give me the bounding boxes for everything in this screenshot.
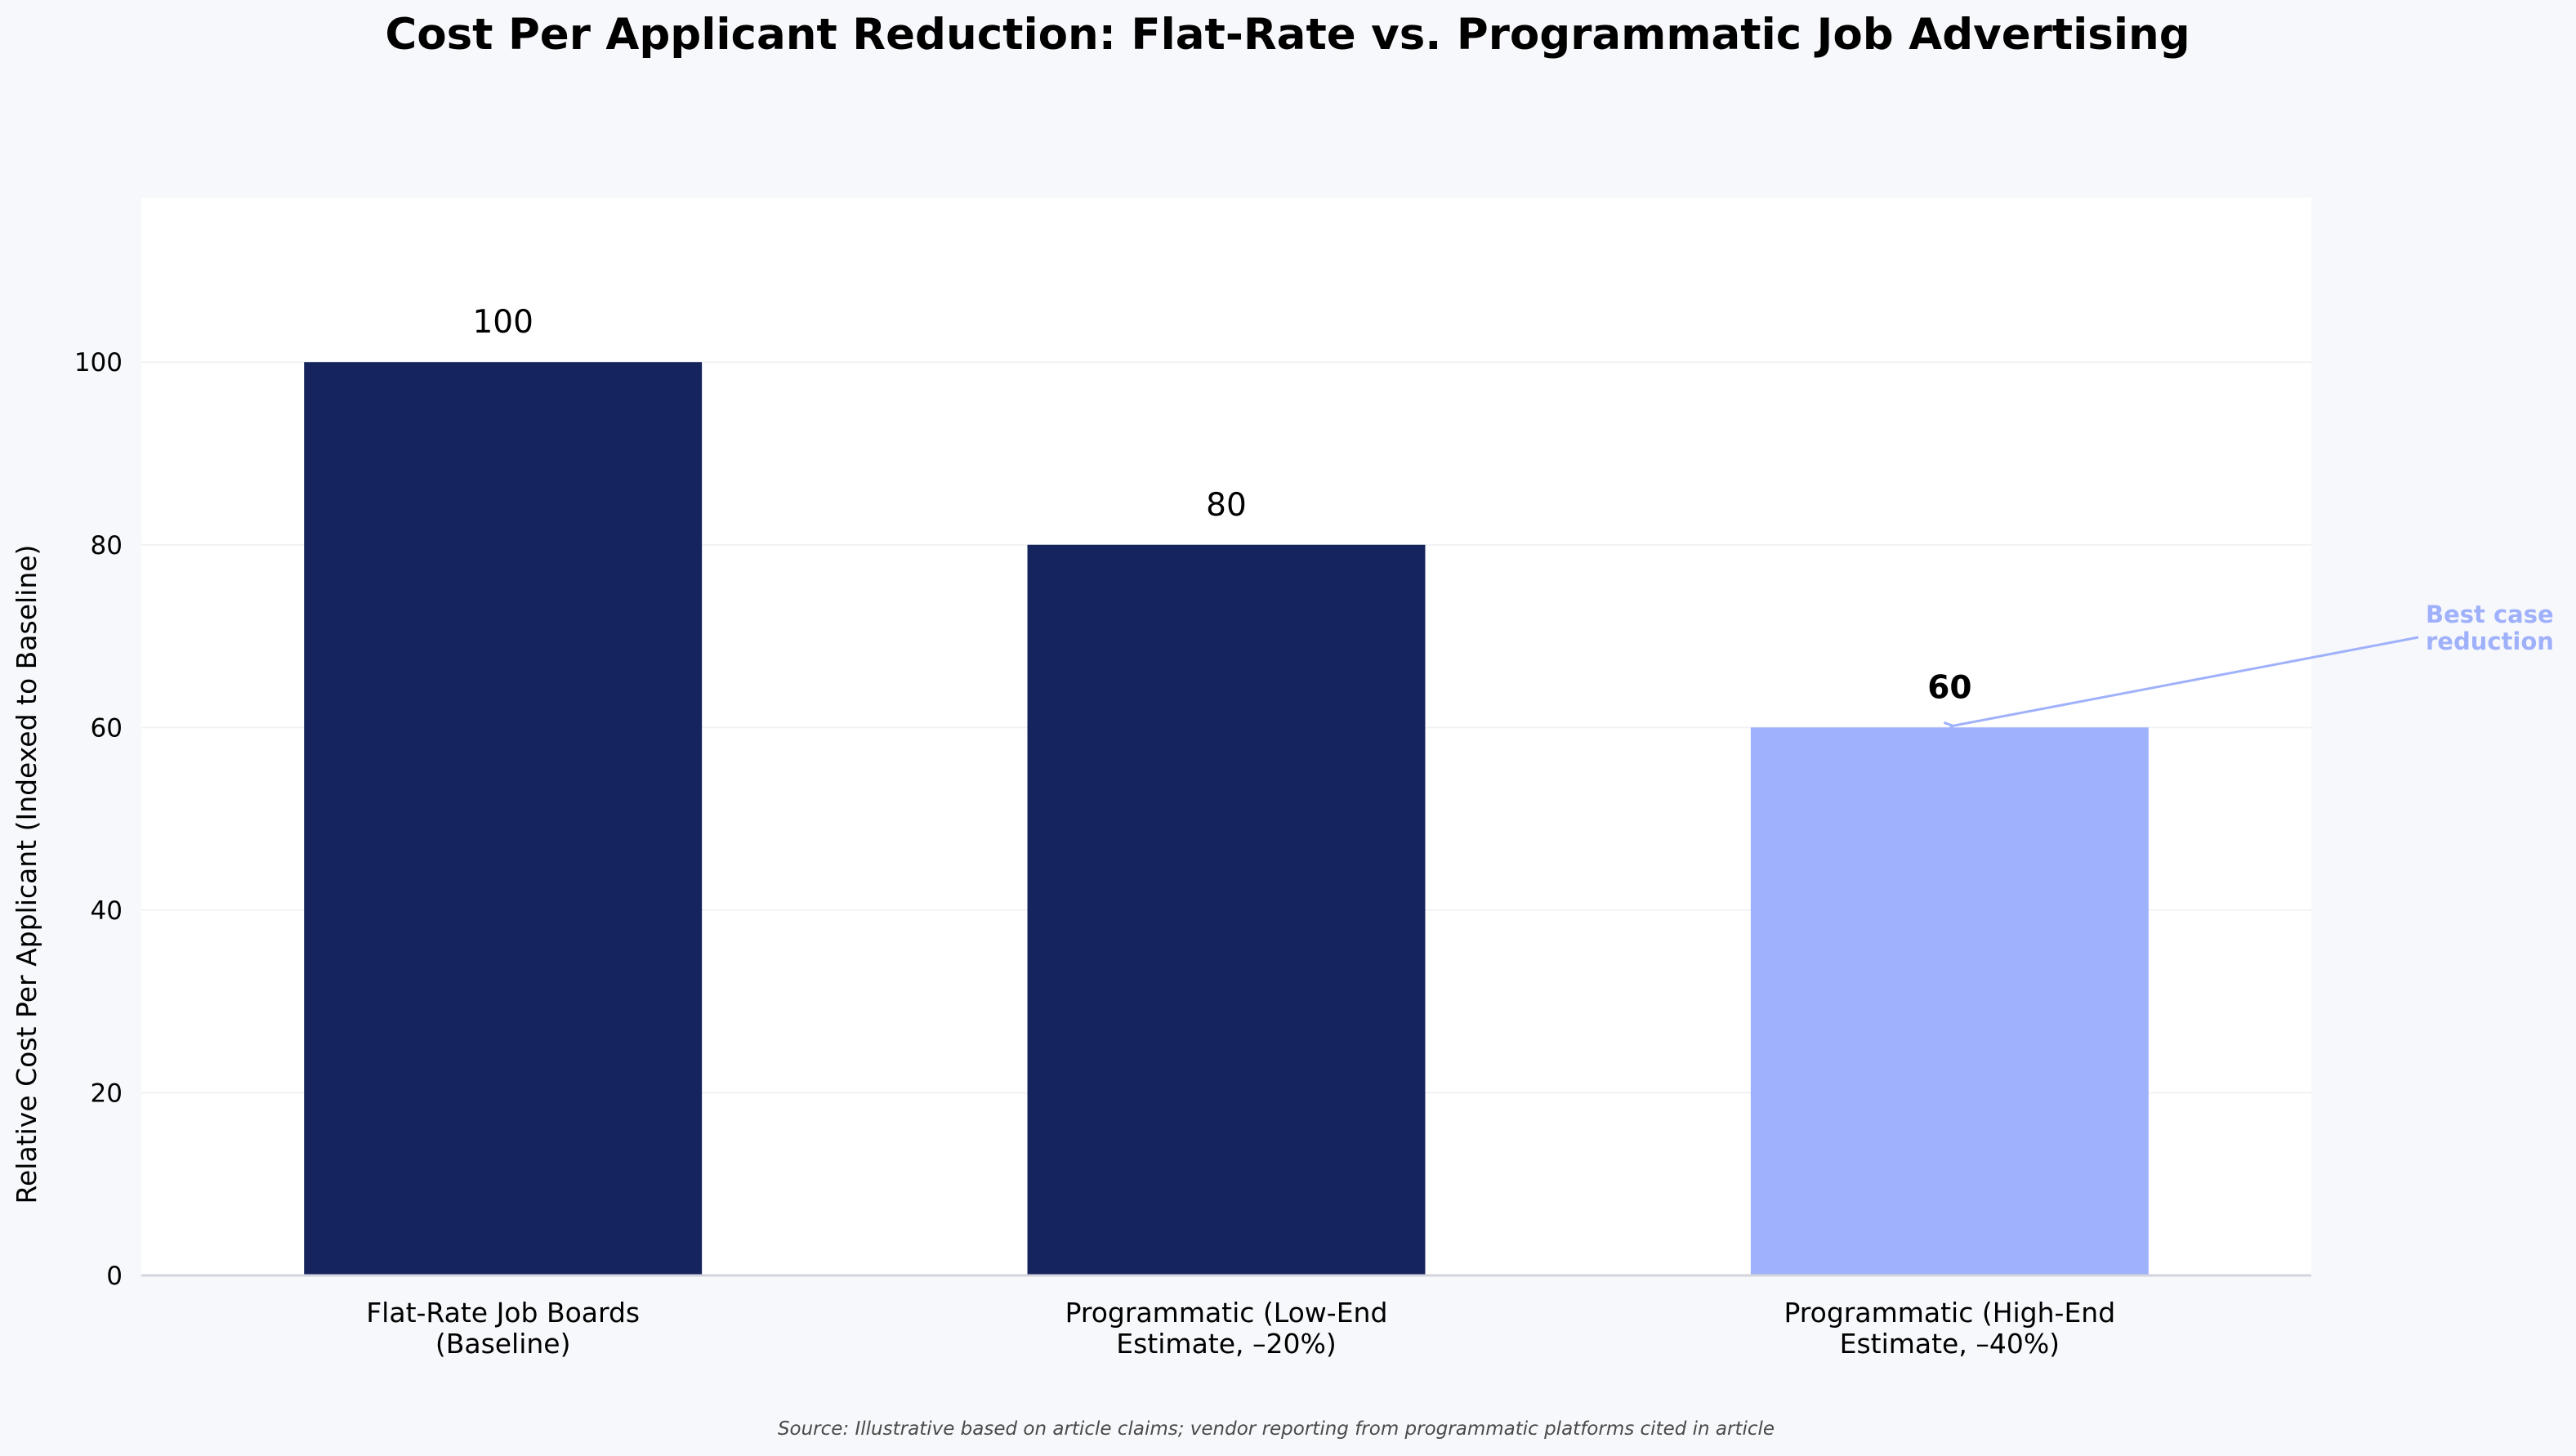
y-tick-label: 0 xyxy=(106,1262,123,1291)
y-axis-ticks: 0 20 40 60 80 100 xyxy=(74,348,123,1291)
bar xyxy=(1750,727,2149,1275)
y-tick-label: 40 xyxy=(91,896,123,926)
annotation-line: Best case xyxy=(2426,601,2554,628)
y-axis-label: Relative Cost Per Applicant (Indexed to … xyxy=(11,545,42,1204)
bars xyxy=(304,362,2149,1276)
y-tick-label: 100 xyxy=(74,348,123,377)
x-axis-ticks: Flat-Rate Job Boards (Baseline) Programmat… xyxy=(366,1297,2115,1360)
chart-title: Cost Per Applicant Reduction: Flat-Rate … xyxy=(385,10,2190,60)
annotation-line: reduction xyxy=(2426,628,2554,655)
annotation: Best case reduction xyxy=(1953,601,2562,726)
y-tick-label: 20 xyxy=(91,1079,123,1108)
y-tick-label: 60 xyxy=(91,713,123,743)
bar-value-label: 100 xyxy=(472,304,533,341)
bar xyxy=(304,362,703,1276)
x-tick-label: Flat-Rate Job Boards (Baseline) xyxy=(366,1297,640,1360)
annotation-text: Best case reduction xyxy=(2426,601,2562,655)
x-tick-label: Programmatic (High-End Estimate, –40%) xyxy=(1784,1297,2115,1360)
bar-value-label: 60 xyxy=(1927,669,1971,706)
bar-value-label: 80 xyxy=(1206,487,1247,524)
y-tick-label: 80 xyxy=(91,531,123,561)
source-note: Source: Illustrative based on article cl… xyxy=(778,1418,1775,1440)
x-tick-label: Programmatic (Low-End Estimate, –20%) xyxy=(1065,1297,1388,1360)
value-labels: 100 80 60 xyxy=(472,304,1971,706)
bar xyxy=(1027,544,1426,1275)
annotation-arrow xyxy=(1953,636,2419,726)
